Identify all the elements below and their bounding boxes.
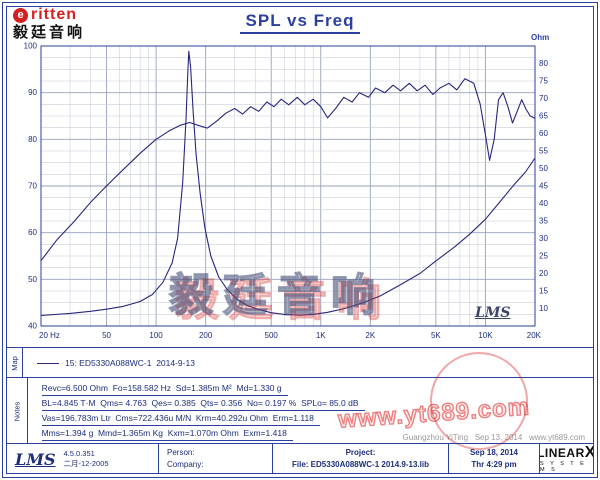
right-axis-tick: 35 <box>539 217 548 226</box>
lms-logo: LMS <box>15 449 56 469</box>
left-axis-tick: 100 <box>24 42 38 51</box>
map-section-label: Map <box>7 348 23 378</box>
x-axis-tick: 100 <box>149 331 163 340</box>
software-version: 4.5.0.351 <box>63 449 95 459</box>
note-line-4: Mms=1.394 g Mmd=1.365m Kg Kxm=1.070m Ohm… <box>41 426 293 441</box>
note-line-2: BL=4.845 T·M Qms= 4.763 Qes= 0.385 Qts= … <box>41 396 365 411</box>
company-label: Company: <box>167 460 204 469</box>
x-axis-tick: 1K <box>316 331 326 340</box>
right-axis-tick: 80 <box>539 59 548 68</box>
print-date: Sep 18, 2014 <box>469 448 519 457</box>
chart-watermark: 毅廷音响 <box>168 270 385 321</box>
linearx-logo: LINEARX <box>540 444 593 461</box>
note-line-1: Revc=6.500 Ohm Fo=158.582 Hz Sd=1.385m M… <box>41 381 288 396</box>
left-axis-tick: 40 <box>28 322 37 331</box>
notes-row: Notes Revc=6.500 Ohm Fo=158.582 Hz Sd=1.… <box>7 377 593 444</box>
notes-body: Revc=6.500 Ohm Fo=158.582 Hz Sd=1.385m M… <box>28 378 593 444</box>
right-axis-tick: 10 <box>539 304 548 313</box>
right-axis-unit-label: Ohm <box>531 33 550 42</box>
person-label: Person: <box>167 448 195 457</box>
x-axis-tick: 20 Hz <box>39 331 60 340</box>
plot-border <box>40 45 536 327</box>
right-axis-tick: 75 <box>539 77 548 86</box>
right-axis-tick: 25 <box>539 252 548 261</box>
footer: LMS 4.5.0.351 二月-12-2005 Person: Company… <box>7 443 593 474</box>
print-time: Thr 4:29 pm <box>471 460 517 469</box>
footer-linearx-cell: LINEARX S Y S T E M S <box>540 444 593 474</box>
footer-project-cell: Project: File: ED5330A088WC-1 2014.9-13.… <box>273 444 449 474</box>
x-axis-tick: 200 <box>199 331 213 340</box>
x-axis-tick: 50 <box>102 331 111 340</box>
right-axis-tick: 15 <box>539 287 548 296</box>
notes-section-label: Notes <box>7 378 28 444</box>
right-axis-tick: 30 <box>539 234 548 243</box>
x-axis-tick: 10K <box>478 331 493 340</box>
lms-watermark: LMS <box>475 305 511 321</box>
right-axis-tick: 65 <box>539 112 548 121</box>
footer-datetime-cell: Sep 18, 2014 Thr 4:29 pm <box>449 444 540 474</box>
page-title: SPL vs Freq <box>239 11 361 34</box>
curve-legend[interactable]: 15: ED5330A088WC-1 2014-9-13 <box>37 358 195 368</box>
red-watermark: 毅廷音响 <box>174 275 391 325</box>
left-axis-tick: 70 <box>28 182 37 191</box>
note-line-3: Vas=196.783m Ltr Cms=722.436u M/N Krm=40… <box>41 411 320 426</box>
left-axis-tick: 90 <box>28 88 37 97</box>
impedance-curve <box>40 50 536 317</box>
right-axis-tick: 70 <box>539 94 548 103</box>
left-axis-tick: 60 <box>28 228 37 237</box>
right-axis-tick: 45 <box>539 182 548 191</box>
right-axis-tick: 55 <box>539 147 548 156</box>
software-date: 二月-12-2005 <box>63 459 109 468</box>
linearx-systems-label: S Y S T E M S <box>540 461 587 473</box>
right-axis-tick: 20 <box>539 269 548 278</box>
spl-curve <box>40 78 536 262</box>
left-axis-tick: 50 <box>28 275 37 284</box>
brand-icon: e <box>13 7 28 23</box>
footer-lms-cell: LMS 4.5.0.351 二月-12-2005 <box>7 444 159 474</box>
chart-section: e ritten 毅廷音响 SPL vs Freq Ohm 100 90 80 70 6… <box>7 7 593 347</box>
footer-person-cell: Person: Company: <box>159 444 273 474</box>
right-axis-tick: 40 <box>539 199 548 208</box>
x-axis-tick: 20K <box>527 331 542 340</box>
file-name: File: ED5330A088WC-1 2014.9-13.lib <box>292 460 429 469</box>
gray-footnote: Guangzhou YiTing Sep 13, 2014 www.yt689.… <box>402 433 585 442</box>
legend-line-sample <box>37 362 59 364</box>
brand-chinese: 毅廷音响 <box>13 24 86 41</box>
right-axis-tick: 60 <box>539 129 548 138</box>
x-axis-tick: 500 <box>265 331 279 340</box>
map-row: Map 15: ED5330A088WC-1 2014-9-13 <box>7 347 593 378</box>
x-axis-tick: 2K <box>365 331 375 340</box>
brand-logo: e ritten 毅廷音响 <box>13 7 85 40</box>
brand-name: ritten <box>31 6 77 23</box>
project-label: Project: <box>345 448 376 457</box>
right-axis-tick: 50 <box>539 164 548 173</box>
legend-text: 15: ED5330A088WC-1 2014-9-13 <box>65 358 195 368</box>
spl-impedance-plot: 100 90 80 70 60 50 40 80 75 70 65 60 55 50 45 40 35 30 25 2… <box>24 42 549 341</box>
left-axis-tick: 80 <box>28 135 37 144</box>
x-axis-tick: 5K <box>431 331 441 340</box>
